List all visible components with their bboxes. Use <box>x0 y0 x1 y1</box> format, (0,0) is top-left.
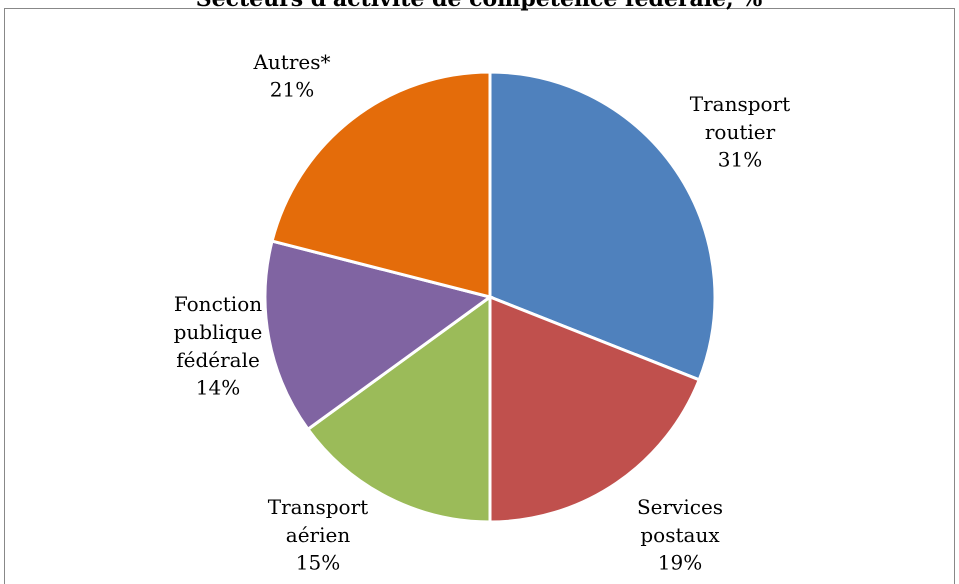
slice-label: Transport aérien <box>268 495 368 547</box>
pie-slice <box>305 294 492 524</box>
chart-title: Secteurs d'activité de compétence fédéra… <box>196 0 763 12</box>
slice-value-label: 19% <box>658 551 702 575</box>
slice-value-label: 14% <box>196 376 240 400</box>
pie-slice <box>488 70 717 382</box>
slice-value-label: 15% <box>296 551 340 575</box>
slice-label: Services postaux <box>637 495 723 547</box>
slice-label: Autres* <box>252 50 330 74</box>
pie-slice <box>488 294 702 524</box>
slice-value-label: 31% <box>718 148 762 172</box>
slice-label: Transport routier <box>690 92 790 144</box>
slice-value-label: 21% <box>270 78 314 102</box>
slice-label: Fonction publique fédérale <box>174 292 263 372</box>
pie-slice <box>270 70 492 299</box>
pie-slice <box>263 239 494 432</box>
